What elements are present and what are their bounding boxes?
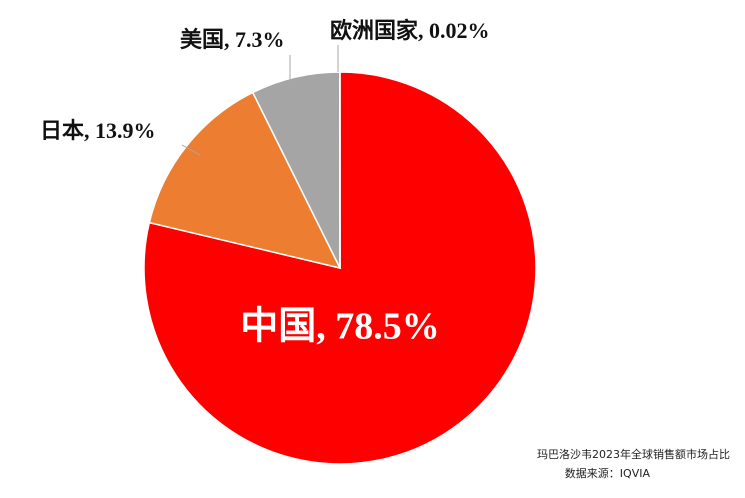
data-label: 美国, 7.3% (180, 27, 285, 52)
source: 数据来源：IQVIA (565, 466, 651, 480)
pie (143, 71, 537, 465)
data-label: 中国, 78.5% (240, 306, 440, 348)
pie-slice (143, 71, 537, 465)
leader-line (181, 144, 201, 156)
pie-slice (148, 91, 342, 270)
data-label: 日本, 13.9% (40, 118, 156, 143)
chart-title: 玛巴洛沙韦2023年全球销售额市场占比 (537, 447, 730, 461)
data-label: 欧洲国家, 0.02% (330, 18, 490, 43)
